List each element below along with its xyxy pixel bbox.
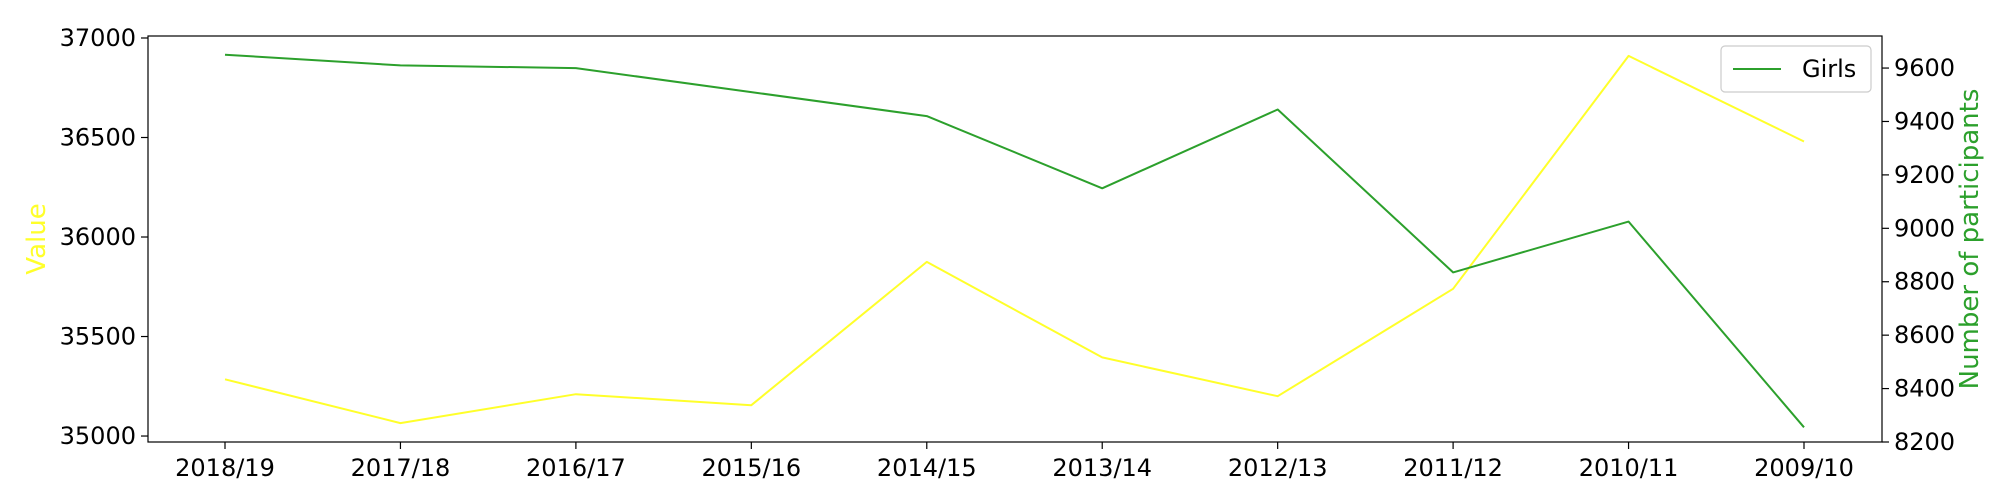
x-tick-label: 2017/18 (351, 454, 451, 482)
right-tick-label: 9600 (1894, 54, 1955, 82)
legend-box (1720, 45, 1872, 93)
series-layer (224, 53, 1805, 428)
x-tick-label: 2009/10 (1754, 454, 1854, 482)
left-tick-label: 35500 (60, 323, 136, 351)
x-tick-label: 2018/19 (175, 454, 275, 482)
x-tick-label: 2012/13 (1228, 454, 1328, 482)
series-line-girls (224, 53, 1805, 428)
x-tick-label: 2015/16 (701, 454, 801, 482)
x-tick-label: 2014/15 (877, 454, 977, 482)
right-axis-ticks: 8200 8400 8600 8800 9000 9200 9400 9600 (1882, 54, 1955, 456)
right-tick-label: 8600 (1894, 321, 1955, 349)
left-tick-label: 36500 (60, 124, 136, 152)
left-axis-ticks: 35000 35500 36000 36500 37000 (60, 24, 148, 450)
right-tick-label: 8800 (1894, 268, 1955, 296)
right-tick-label: 8400 (1894, 375, 1955, 403)
left-axis-label: Value (22, 203, 52, 274)
right-axis-label: Number of participants (1955, 89, 1985, 390)
x-tick-label: 2011/12 (1403, 454, 1503, 482)
series-line-0 (224, 54, 1805, 425)
x-tick-label: 2013/14 (1052, 454, 1152, 482)
plot-area (147, 35, 1883, 443)
legend: Girls (1720, 45, 1872, 93)
left-tick-label: 36000 (60, 223, 136, 251)
right-tick-label: 8200 (1894, 428, 1955, 456)
x-tick-label: 2010/11 (1579, 454, 1679, 482)
right-tick-label: 9000 (1894, 214, 1955, 242)
left-tick-label: 35000 (60, 422, 136, 450)
x-tick-label: 2016/17 (526, 454, 626, 482)
legend-label-girls: Girls (1802, 55, 1856, 83)
left-tick-label: 37000 (60, 24, 136, 52)
right-tick-label: 9400 (1894, 107, 1955, 135)
right-tick-label: 9200 (1894, 161, 1955, 189)
x-axis-ticks: 2018/19 2017/18 2016/17 2015/16 2014/15 2013/… (175, 442, 1854, 482)
